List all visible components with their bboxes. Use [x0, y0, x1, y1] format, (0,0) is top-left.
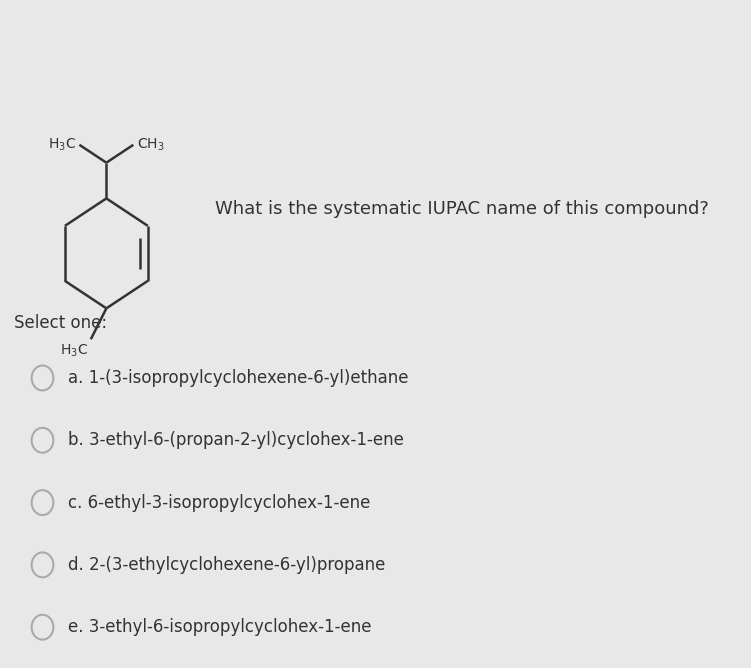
Text: c. 6-ethyl-3-isopropylcyclohex-1-ene: c. 6-ethyl-3-isopropylcyclohex-1-ene — [68, 494, 370, 512]
Text: a. 1-(3-isopropylcyclohexene-6-yl)ethane: a. 1-(3-isopropylcyclohexene-6-yl)ethane — [68, 369, 409, 387]
Text: What is the systematic IUPAC name of this compound?: What is the systematic IUPAC name of thi… — [215, 200, 709, 218]
Text: b. 3-ethyl-6-(propan-2-yl)cyclohex-1-ene: b. 3-ethyl-6-(propan-2-yl)cyclohex-1-ene — [68, 432, 404, 450]
Text: H$_3$C: H$_3$C — [59, 343, 88, 359]
Text: Select one:: Select one: — [14, 314, 107, 332]
Text: CH$_3$: CH$_3$ — [137, 136, 164, 153]
Text: H$_3$C: H$_3$C — [48, 136, 76, 153]
Text: e. 3-ethyl-6-isopropylcyclohex-1-ene: e. 3-ethyl-6-isopropylcyclohex-1-ene — [68, 618, 372, 636]
Text: d. 2-(3-ethylcyclohexene-6-yl)propane: d. 2-(3-ethylcyclohexene-6-yl)propane — [68, 556, 385, 574]
